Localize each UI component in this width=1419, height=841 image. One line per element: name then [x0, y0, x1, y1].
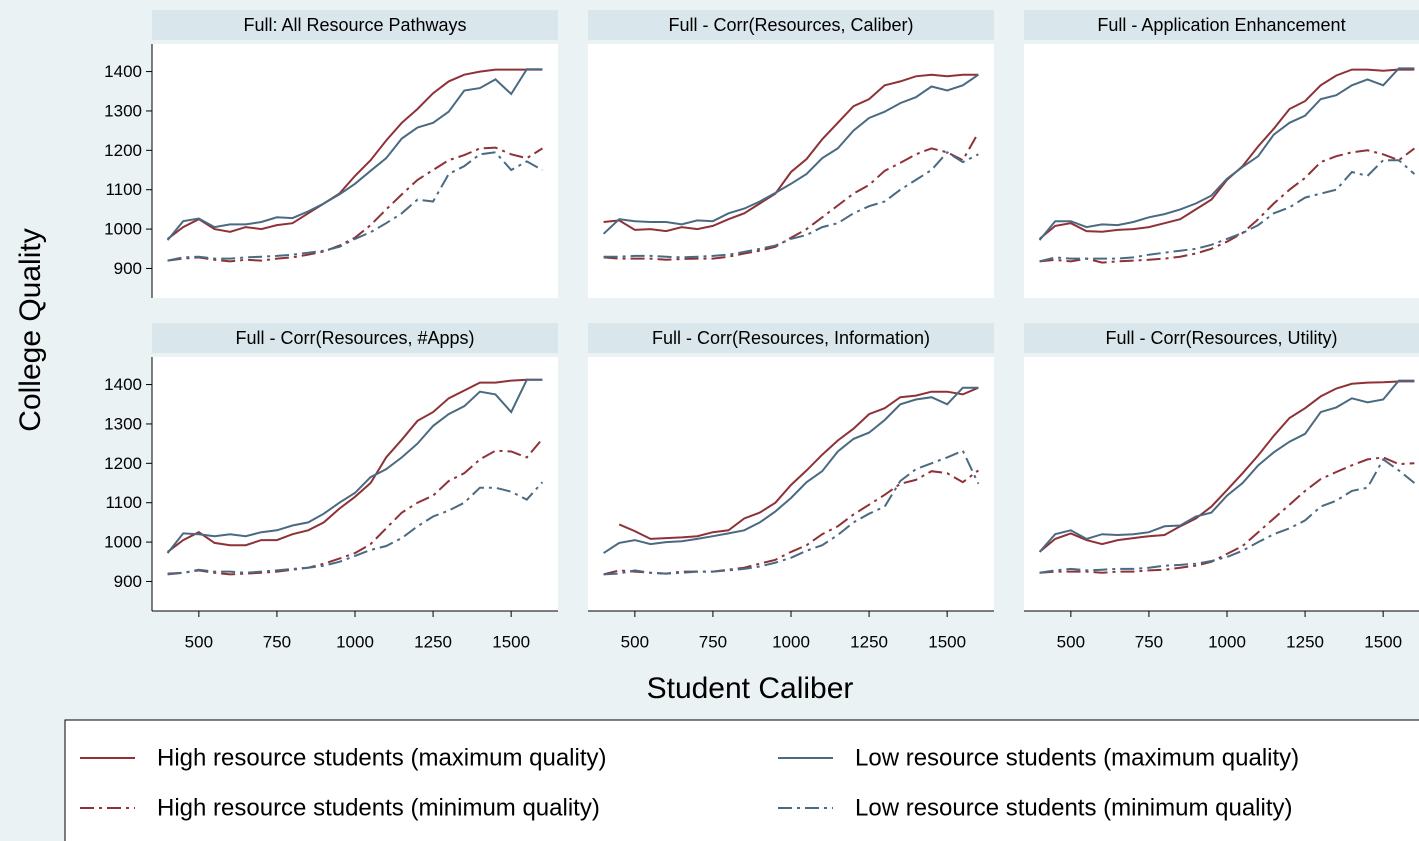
series-line: [618, 386, 979, 540]
series-line: [167, 151, 543, 262]
x-tick-label: 500: [185, 632, 213, 651]
series-line: [603, 151, 979, 259]
panel-strip: [588, 323, 994, 353]
x-tick-label: 750: [263, 632, 291, 651]
x-tick-label: 1500: [1364, 632, 1402, 651]
series-line: [166, 68, 543, 241]
panel-title: Full - Application Enhancement: [1097, 15, 1345, 35]
plot-area: [152, 357, 558, 611]
x-tick-label: 750: [1135, 632, 1163, 651]
x-tick-label: 1250: [850, 632, 888, 651]
series-line: [167, 146, 543, 263]
series-line: [603, 449, 980, 576]
panel-title: Full - Corr(Resources, Caliber): [668, 15, 913, 35]
series-line: [1039, 147, 1416, 264]
series-line: [1038, 380, 1415, 553]
y-tick-label: 1100: [105, 180, 142, 199]
series-line: [603, 386, 979, 554]
legend-label: Low resource students (maximum quality): [855, 744, 1299, 771]
legend-label: High resource students (maximum quality): [157, 744, 607, 771]
y-tick-label: 1000: [104, 220, 142, 239]
x-axis-title: Student Caliber: [647, 672, 854, 705]
series-line: [166, 68, 543, 240]
panel-title: Full: All Resource Pathways: [243, 15, 466, 35]
x-tick-label: 1500: [492, 632, 530, 651]
y-tick-label: 1300: [104, 101, 142, 120]
y-axis-title: College Quality: [14, 228, 47, 431]
legend-label: Low resource students (minimum quality): [855, 794, 1293, 821]
x-tick-label: 1000: [772, 632, 810, 651]
series-line: [166, 378, 543, 554]
legend-label: High resource students (minimum quality): [157, 794, 600, 821]
panel-title: Full - Corr(Resources, Information): [652, 328, 930, 348]
plot-area: [152, 44, 558, 298]
y-tick-label: 1400: [104, 375, 142, 394]
legend-box: [64, 719, 1419, 841]
y-tick-label: 900: [114, 572, 142, 591]
panel-title: Full - Corr(Resources, Utility): [1105, 328, 1337, 348]
series-line: [1038, 67, 1415, 241]
x-tick-label: 1000: [1208, 632, 1246, 651]
series-line: [166, 378, 543, 553]
series-line: [602, 73, 979, 235]
panel-strip: [588, 10, 994, 40]
panel-strip: [1024, 323, 1419, 353]
series-line: [1038, 379, 1415, 553]
y-tick-label: 900: [114, 259, 142, 278]
y-tick-label: 1400: [104, 62, 142, 81]
series-line: [1039, 457, 1416, 574]
series-line: [1039, 159, 1416, 263]
y-tick-label: 1300: [104, 414, 142, 433]
plot-area: [1024, 357, 1419, 611]
series-line: [603, 73, 979, 233]
panel-strip: [152, 10, 558, 40]
x-tick-label: 1500: [928, 632, 966, 651]
y-tick-label: 1000: [104, 533, 142, 552]
series-line: [167, 438, 544, 576]
x-tick-label: 1000: [336, 632, 374, 651]
y-tick-label: 1200: [104, 454, 142, 473]
x-tick-label: 500: [1057, 632, 1085, 651]
x-tick-label: 500: [621, 632, 649, 651]
plot-area: [1024, 44, 1419, 298]
panel-strip: [1024, 10, 1419, 40]
series-line: [1039, 456, 1415, 574]
panel-strip: [152, 323, 558, 353]
panel-title: Full - Corr(Resources, #Apps): [235, 328, 474, 348]
y-tick-label: 1100: [105, 493, 142, 512]
series-line: [167, 481, 544, 576]
x-tick-label: 1250: [414, 632, 452, 651]
x-tick-label: 1250: [1286, 632, 1324, 651]
y-tick-label: 1200: [104, 141, 142, 160]
x-tick-label: 750: [699, 632, 727, 651]
series-line: [603, 132, 980, 261]
